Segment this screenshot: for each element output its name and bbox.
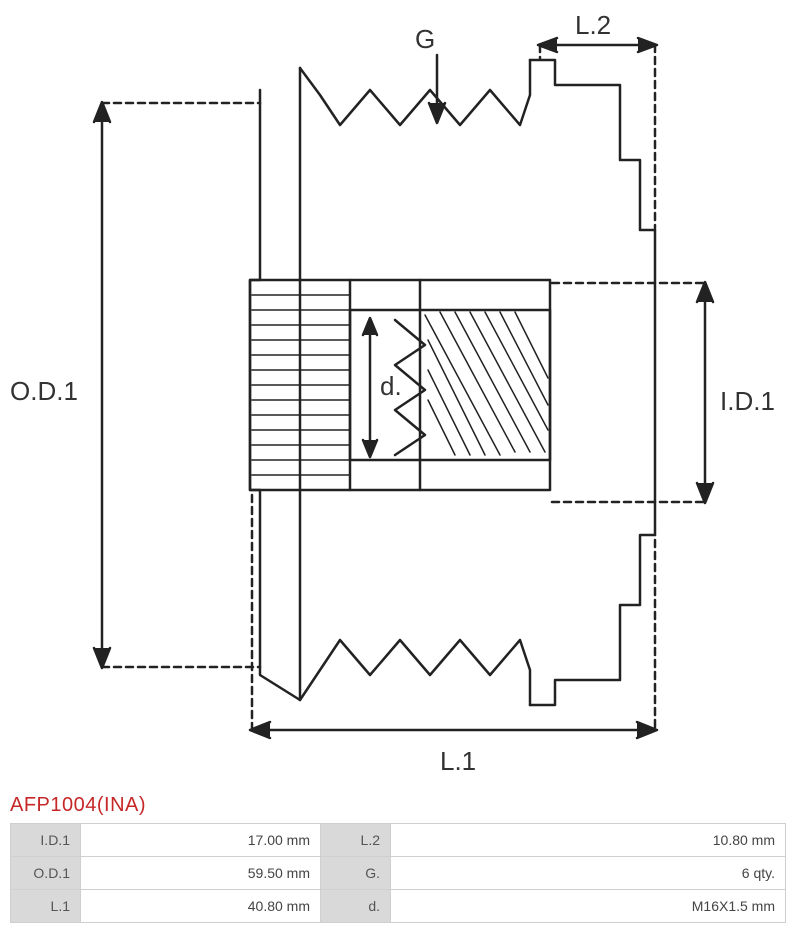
spec-value: 59.50 mm bbox=[81, 857, 321, 890]
spec-value: 40.80 mm bbox=[81, 890, 321, 923]
table-row: O.D.1 59.50 mm G. 6 qty. bbox=[11, 857, 786, 890]
label-l2: L.2 bbox=[575, 10, 611, 40]
table-row: I.D.1 17.00 mm L.2 10.80 mm bbox=[11, 824, 786, 857]
label-l1: L.1 bbox=[440, 746, 476, 776]
label-g: G bbox=[415, 24, 435, 54]
spec-value: 17.00 mm bbox=[81, 824, 321, 857]
spec-label: L.2 bbox=[321, 824, 391, 857]
label-id1: I.D.1 bbox=[720, 386, 775, 416]
spec-table: I.D.1 17.00 mm L.2 10.80 mm O.D.1 59.50 … bbox=[10, 823, 786, 923]
technical-diagram: O.D.1 I.D.1 L.1 L.2 G d. bbox=[0, 0, 796, 790]
spec-value: 10.80 mm bbox=[391, 824, 786, 857]
spec-label: G. bbox=[321, 857, 391, 890]
part-number-title: AFP1004(INA) bbox=[0, 790, 796, 823]
table-row: L.1 40.80 mm d. M16X1.5 mm bbox=[11, 890, 786, 923]
spec-label: d. bbox=[321, 890, 391, 923]
label-d: d. bbox=[380, 371, 402, 401]
spec-value: M16X1.5 mm bbox=[391, 890, 786, 923]
spec-label: O.D.1 bbox=[11, 857, 81, 890]
spec-label: I.D.1 bbox=[11, 824, 81, 857]
spec-label: L.1 bbox=[11, 890, 81, 923]
label-od1: O.D.1 bbox=[10, 376, 78, 406]
spec-value: 6 qty. bbox=[391, 857, 786, 890]
